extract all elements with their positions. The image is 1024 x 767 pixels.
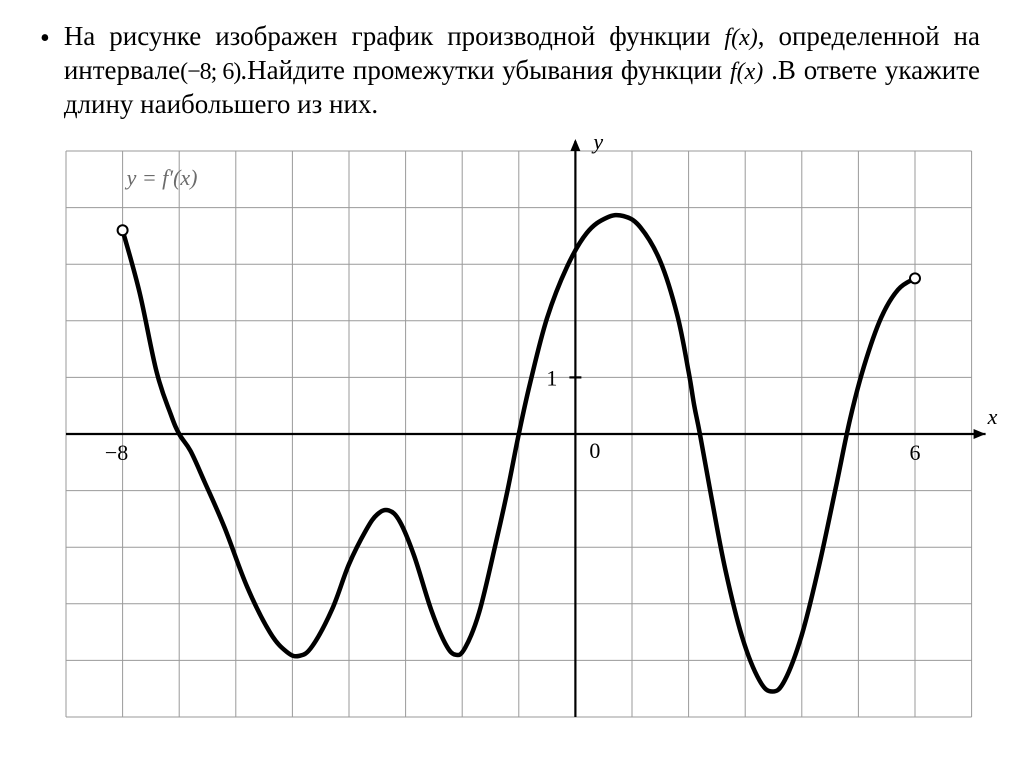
formula-fx-2: f(x) <box>730 59 763 85</box>
problem-text: На рисунке изображен график производной … <box>64 20 980 121</box>
tick-x-neg8: −8 <box>105 440 128 465</box>
bullet: • <box>40 22 50 56</box>
problem-statement: • На рисунке изображен график производно… <box>40 20 980 121</box>
formula-fx-1: f(x) <box>724 25 757 51</box>
text-part-3: .Найдите промежутки убывания функции <box>240 55 730 85</box>
curve-label: y = f′(x) <box>125 165 198 190</box>
text-part-1: На рисунке изображен график производной … <box>64 21 725 51</box>
tick-x-6: 6 <box>909 440 920 465</box>
tick-origin: 0 <box>589 438 600 463</box>
interval: (−8; 6) <box>180 59 240 85</box>
derivative-chart: y x −8 6 0 1 y = f′(x) <box>60 131 1008 729</box>
tick-y-1: 1 <box>546 366 557 391</box>
x-axis-label: x <box>987 404 998 429</box>
y-axis-label: y <box>591 131 603 154</box>
chart-container: yx−8601y = f′(x) <box>60 131 984 729</box>
